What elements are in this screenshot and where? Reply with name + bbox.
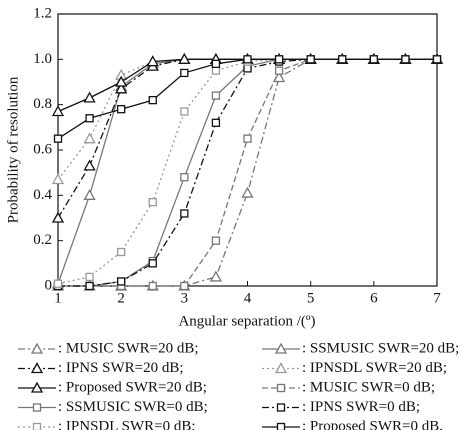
data-point [243,64,252,73]
y-tick-label: 0.8 [33,96,52,112]
data-point [51,173,65,185]
legend-marker [274,342,288,354]
series-line [58,58,437,287]
legend-marker [274,362,288,374]
data-point [180,68,189,78]
y-tick-label: 0.2 [33,232,52,248]
legend-label: : SSMUSIC SWR=0 dB; [58,399,208,415]
x-tick-label: 7 [433,290,441,306]
data-point [211,118,221,127]
data-point [178,52,191,64]
data-point [148,95,157,105]
legend-marker [276,422,286,430]
x-tick-label: 3 [181,290,189,306]
data-point [148,281,157,291]
data-point [148,197,157,207]
data-point [85,272,94,282]
data-point [117,277,126,286]
series-line [57,58,437,284]
data-point [306,55,315,64]
data-point [51,105,65,117]
data-point [243,55,252,64]
legend-marker [30,381,44,393]
data-point [115,75,128,87]
data-point [85,114,94,123]
legend-label: : Proposed SWR=0 dB. [302,418,443,430]
legend-label: : IPNSDL SWR=20 dB; [302,360,447,376]
data-point [209,270,223,282]
x-tick-label: 2 [117,290,125,306]
legend-label: : SSMUSIC SWR=20 dB; [302,340,459,356]
data-point [83,91,96,103]
legend-marker [276,403,286,412]
legend-label: : IPNS SWR=20 dB; [58,360,184,376]
legend-marker [30,362,44,374]
y-tick-label: 0 [45,277,53,293]
data-point [211,91,221,100]
x-tick-label: 4 [244,290,252,306]
series-line [58,58,437,287]
series-line [58,58,437,287]
x-tick-label: 1 [54,290,62,306]
data-point [53,279,63,288]
legend-label: : IPNSDL SWR=0 dB; [58,418,196,430]
data-point [180,107,189,116]
y-tick-label: 1.2 [33,5,52,21]
series-line [57,58,437,285]
y-tick-label: 0.6 [33,141,52,157]
legend-marker [32,422,42,430]
legend-label: : IPNS SWR=0 dB; [302,399,420,415]
data-point [180,281,189,291]
legend-marker [32,403,42,412]
data-point [432,55,442,64]
data-point [274,55,284,64]
legend-marker [30,342,44,354]
x-tick-label: 6 [370,290,378,306]
data-point [83,132,96,144]
data-point [83,159,96,171]
data-point [180,173,189,182]
data-point [83,188,96,200]
data-point [117,105,126,114]
data-point [53,134,63,143]
data-point [401,55,410,64]
y-tick-label: 0.4 [33,187,52,203]
data-point [148,259,157,268]
data-point [338,55,347,64]
data-point [243,134,252,143]
legend-marker [276,383,286,393]
data-point [146,55,159,67]
y-axis-label: Probability of resolution [5,76,21,223]
series-line [58,58,437,287]
data-point [241,186,254,198]
data-point [85,281,94,291]
data-point [115,82,128,94]
legend-label: : MUSIC SWR=0 dB; [302,379,435,395]
data-point [211,236,221,245]
legend-label: : Proposed SWR=20 dB; [58,379,207,395]
x-axis-label: Angular separation /(º) [178,313,315,329]
series-line [57,58,437,180]
x-tick-label: 5 [307,290,315,306]
data-point [211,59,221,69]
data-point [369,55,378,64]
data-point [180,209,189,218]
data-point [211,66,221,75]
data-point [274,66,284,75]
y-tick-label: 1.0 [33,51,52,67]
legend-label: : MUSIC SWR=20 dB; [58,340,199,356]
data-point [117,247,126,257]
data-point [51,211,65,223]
